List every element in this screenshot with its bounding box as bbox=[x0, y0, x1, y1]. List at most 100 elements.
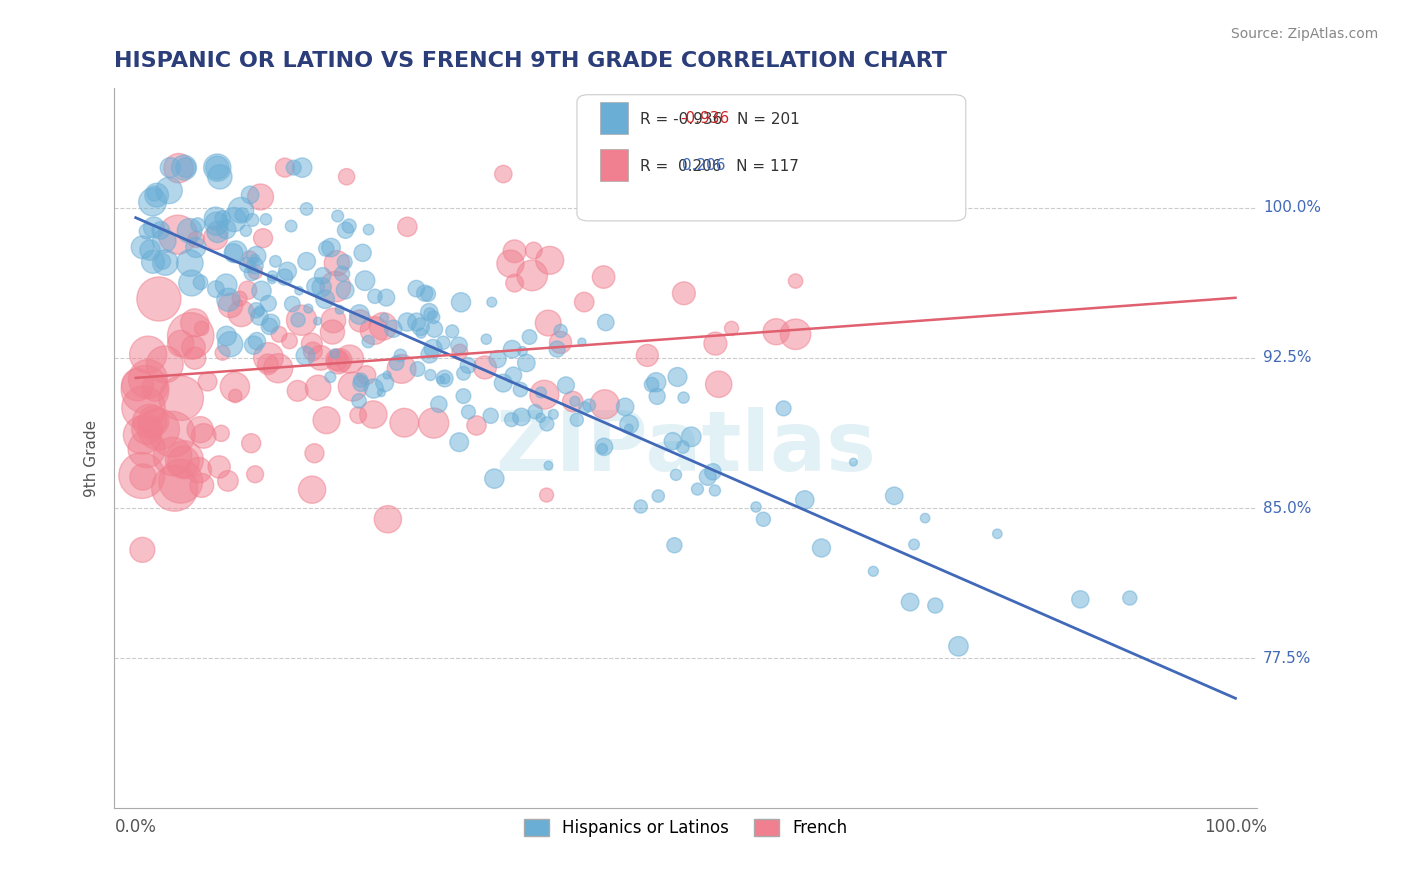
Point bbox=[441, 324, 464, 338]
Point bbox=[745, 500, 768, 514]
Point bbox=[127, 377, 149, 392]
Point bbox=[555, 378, 578, 392]
Point bbox=[311, 268, 333, 283]
Point bbox=[245, 265, 267, 279]
Point bbox=[382, 322, 405, 336]
Point bbox=[352, 245, 374, 260]
Point bbox=[143, 381, 166, 395]
Point bbox=[215, 277, 238, 292]
Point bbox=[364, 289, 387, 303]
Point bbox=[294, 349, 316, 363]
Point bbox=[433, 372, 456, 386]
Point bbox=[409, 319, 432, 334]
Point bbox=[617, 421, 640, 435]
Point bbox=[510, 409, 533, 424]
Point bbox=[322, 313, 344, 327]
Point bbox=[357, 222, 380, 236]
Point bbox=[883, 489, 905, 503]
Point bbox=[592, 270, 614, 285]
Point bbox=[301, 483, 323, 497]
Point bbox=[319, 240, 342, 254]
Point bbox=[924, 599, 946, 613]
Text: 100.0%: 100.0% bbox=[1263, 200, 1322, 215]
Point bbox=[304, 446, 326, 460]
Point bbox=[336, 169, 359, 184]
Point bbox=[349, 308, 371, 322]
Point bbox=[636, 349, 658, 363]
Point bbox=[591, 442, 613, 456]
Point bbox=[578, 398, 600, 412]
Point bbox=[321, 325, 343, 339]
Point bbox=[217, 474, 239, 488]
Point bbox=[645, 389, 668, 403]
Point bbox=[249, 190, 271, 204]
Point bbox=[132, 401, 155, 415]
Point bbox=[236, 258, 259, 272]
Point bbox=[593, 440, 616, 454]
Point bbox=[672, 286, 695, 301]
Point bbox=[145, 188, 167, 202]
Point bbox=[260, 316, 283, 330]
Point bbox=[565, 413, 588, 427]
Point bbox=[430, 373, 453, 387]
Point bbox=[153, 234, 176, 248]
Point bbox=[205, 161, 228, 175]
Point bbox=[219, 337, 242, 351]
Point bbox=[389, 348, 412, 362]
Point bbox=[666, 370, 689, 384]
Point bbox=[375, 291, 398, 305]
FancyBboxPatch shape bbox=[576, 95, 966, 221]
Point bbox=[208, 459, 231, 474]
Point bbox=[136, 348, 159, 362]
Point bbox=[686, 482, 709, 496]
Point bbox=[530, 385, 553, 400]
Point bbox=[131, 542, 153, 557]
Point bbox=[274, 161, 297, 175]
Point bbox=[229, 203, 252, 218]
Point bbox=[315, 413, 337, 427]
Point bbox=[595, 316, 617, 330]
Point bbox=[326, 209, 349, 223]
Text: 100.0%: 100.0% bbox=[1204, 819, 1267, 837]
Point bbox=[207, 161, 229, 175]
Point bbox=[501, 343, 523, 357]
Point bbox=[720, 321, 742, 335]
FancyBboxPatch shape bbox=[600, 149, 628, 181]
Point bbox=[986, 526, 1008, 541]
Point bbox=[543, 407, 565, 421]
Point bbox=[337, 219, 360, 233]
Point bbox=[162, 427, 184, 442]
Point bbox=[363, 324, 385, 338]
Point bbox=[377, 512, 399, 526]
Point bbox=[307, 381, 329, 395]
Point bbox=[593, 397, 616, 411]
Point bbox=[347, 408, 370, 422]
Point bbox=[239, 251, 262, 265]
Point bbox=[329, 302, 352, 317]
Point bbox=[1119, 591, 1142, 605]
Point bbox=[235, 224, 257, 238]
Point bbox=[254, 212, 277, 227]
Point bbox=[243, 467, 266, 482]
Point bbox=[187, 463, 209, 477]
Point bbox=[135, 442, 157, 456]
Point bbox=[481, 295, 503, 310]
Point bbox=[179, 224, 201, 238]
Point bbox=[329, 353, 352, 368]
Point bbox=[533, 388, 555, 402]
Point bbox=[538, 253, 561, 268]
Point bbox=[173, 161, 195, 175]
Point bbox=[416, 286, 439, 301]
Point bbox=[157, 184, 180, 198]
Point bbox=[703, 483, 725, 498]
Point bbox=[492, 376, 515, 390]
Point bbox=[173, 452, 195, 467]
Point bbox=[262, 268, 284, 283]
Point bbox=[315, 242, 337, 256]
Point bbox=[260, 272, 283, 286]
Point bbox=[550, 335, 572, 350]
Point bbox=[396, 219, 419, 234]
Point bbox=[704, 336, 727, 351]
Point bbox=[159, 161, 181, 175]
Point bbox=[264, 254, 287, 268]
